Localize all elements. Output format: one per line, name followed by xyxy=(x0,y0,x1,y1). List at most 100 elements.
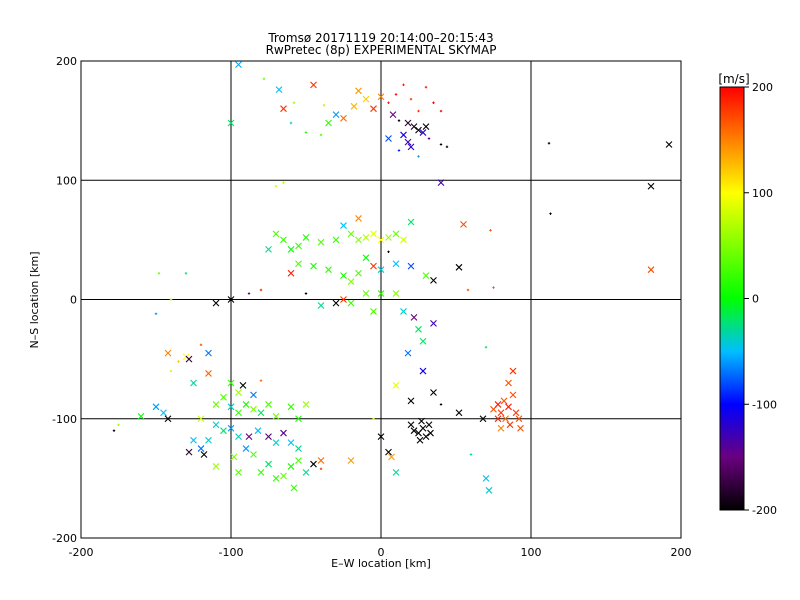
data-point-x xyxy=(287,269,295,277)
data-point-x xyxy=(494,401,502,408)
data-point-x xyxy=(385,135,392,142)
x-tick-label: 100 xyxy=(521,546,542,559)
data-point-x xyxy=(506,421,514,429)
colorbar xyxy=(719,86,745,511)
data-point-x xyxy=(332,236,340,244)
data-point-plus xyxy=(469,453,473,456)
data-point-x xyxy=(482,474,490,482)
data-point-x xyxy=(415,325,422,333)
data-point-x xyxy=(407,262,415,270)
data-point-x xyxy=(370,262,377,270)
x-axis-label: E–W location [km] xyxy=(331,557,431,570)
data-point-plus xyxy=(322,103,326,107)
data-point-x xyxy=(205,349,212,357)
data-point-x xyxy=(377,266,385,274)
data-point-plus xyxy=(439,143,443,146)
data-point-x xyxy=(427,429,434,437)
data-point-plus xyxy=(184,272,188,275)
data-point-x xyxy=(392,230,400,238)
data-point-x xyxy=(389,111,397,119)
y-tick-label: -100 xyxy=(52,413,77,426)
data-point-plus xyxy=(247,292,251,295)
data-point-plus xyxy=(394,93,398,96)
data-point-x xyxy=(295,260,302,268)
colorbar-ticks: 200 100 0 -100 -200 xyxy=(744,81,777,517)
data-point-x xyxy=(160,409,167,417)
data-point-plus xyxy=(282,181,285,184)
data-point-x xyxy=(295,242,302,250)
data-point-x xyxy=(647,266,655,274)
data-point-x xyxy=(419,424,427,432)
data-point-x xyxy=(505,403,512,411)
colorbar-tick-label: -100 xyxy=(752,398,777,411)
data-point-x xyxy=(205,370,212,377)
data-point-plus xyxy=(319,133,323,137)
data-point-x xyxy=(220,427,227,435)
data-point-x xyxy=(257,469,265,476)
data-point-x xyxy=(347,457,355,464)
y-tick-label: 0 xyxy=(70,294,77,307)
data-point-x xyxy=(404,138,412,146)
data-point-plus xyxy=(259,288,263,292)
data-point-x xyxy=(340,296,347,303)
data-point-x xyxy=(347,230,355,238)
data-point-x xyxy=(502,415,509,423)
data-point-plus xyxy=(424,86,428,89)
data-point-plus xyxy=(547,142,551,145)
data-point-x xyxy=(290,484,298,492)
data-point-x xyxy=(280,429,287,437)
data-point-x xyxy=(407,143,415,151)
data-point-x xyxy=(460,220,467,228)
data-point-plus xyxy=(402,83,405,87)
data-point-x xyxy=(370,230,377,238)
data-point-x xyxy=(137,412,145,420)
data-point-x xyxy=(212,421,220,429)
data-point-x xyxy=(419,129,427,136)
data-point-x xyxy=(340,272,347,280)
data-point-x xyxy=(404,349,412,357)
data-point-x xyxy=(347,278,355,286)
data-point-x xyxy=(647,182,655,190)
data-point-plus xyxy=(445,145,449,149)
data-point-x xyxy=(310,460,317,468)
data-point-x xyxy=(250,405,257,413)
data-point-x xyxy=(400,131,407,139)
data-point-x xyxy=(485,486,493,494)
data-point-x xyxy=(242,401,250,408)
data-point-x xyxy=(509,391,517,399)
data-point-x xyxy=(505,379,512,387)
data-point-plus xyxy=(417,109,420,113)
data-point-x xyxy=(250,391,257,399)
data-point-x xyxy=(362,234,370,241)
data-point-plus xyxy=(484,346,488,349)
data-point-x xyxy=(227,424,235,432)
data-point-plus xyxy=(427,137,431,140)
data-point-x xyxy=(235,409,242,417)
data-point-x xyxy=(422,123,430,130)
data-point-x xyxy=(287,439,295,446)
data-point-x xyxy=(317,302,325,309)
data-point-x xyxy=(392,260,400,268)
data-point-x xyxy=(362,254,370,262)
data-point-plus xyxy=(117,423,120,426)
data-point-x xyxy=(410,427,418,435)
data-point-x xyxy=(392,290,400,297)
colorbar-tick-label: -200 xyxy=(752,504,777,517)
data-point-x xyxy=(212,463,220,470)
data-point-x xyxy=(419,337,427,345)
data-point-plus xyxy=(157,272,161,275)
data-point-x xyxy=(302,234,310,241)
data-point-x xyxy=(388,453,395,461)
data-point-x xyxy=(227,379,235,387)
data-point-x xyxy=(325,119,332,127)
data-point-x xyxy=(164,415,172,423)
data-point-x xyxy=(355,236,362,244)
data-point-x xyxy=(332,299,340,307)
data-point-x xyxy=(185,448,193,456)
data-point-plus xyxy=(439,109,443,113)
data-point-x xyxy=(280,105,287,113)
data-point-x xyxy=(280,236,287,244)
data-point-x xyxy=(355,269,362,277)
data-point-x xyxy=(197,445,205,452)
data-point-x xyxy=(377,236,385,244)
